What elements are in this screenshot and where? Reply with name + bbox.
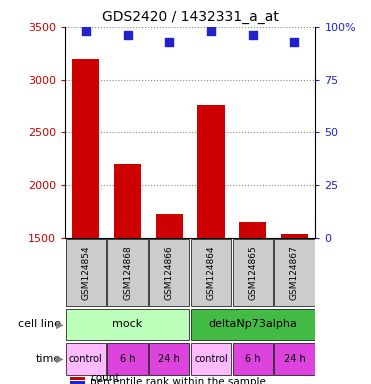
Bar — [275, 343, 315, 375]
Text: deltaNp73alpha: deltaNp73alpha — [208, 319, 297, 329]
Text: control: control — [194, 354, 228, 364]
Bar — [281, 234, 308, 238]
Text: cell line: cell line — [18, 319, 61, 329]
Bar — [149, 343, 189, 375]
Text: 24 h: 24 h — [158, 354, 180, 364]
Bar — [72, 58, 99, 238]
Text: percentile rank within the sample: percentile rank within the sample — [90, 377, 266, 384]
Bar — [66, 240, 106, 306]
Bar — [156, 214, 183, 238]
Bar — [197, 105, 224, 238]
Bar — [108, 343, 148, 375]
Bar — [233, 240, 273, 306]
Point — [292, 39, 298, 45]
Text: count: count — [90, 374, 119, 384]
Text: GSM124866: GSM124866 — [165, 245, 174, 300]
Point — [208, 28, 214, 34]
Text: GSM124868: GSM124868 — [123, 245, 132, 300]
Bar — [275, 240, 315, 306]
Bar — [233, 343, 273, 375]
Bar — [66, 309, 189, 340]
Bar — [191, 343, 231, 375]
Text: time: time — [36, 354, 61, 364]
Text: GSM124864: GSM124864 — [207, 245, 216, 300]
Bar — [191, 240, 231, 306]
Title: GDS2420 / 1432331_a_at: GDS2420 / 1432331_a_at — [102, 10, 279, 25]
Text: GSM124865: GSM124865 — [248, 245, 257, 300]
Bar — [70, 377, 85, 380]
Point — [83, 28, 89, 34]
Bar — [70, 381, 85, 384]
Text: 6 h: 6 h — [120, 354, 135, 364]
Bar — [149, 240, 189, 306]
Text: ▶: ▶ — [56, 354, 63, 364]
Bar — [108, 240, 148, 306]
Text: ▶: ▶ — [56, 319, 63, 329]
Text: control: control — [69, 354, 103, 364]
Text: GSM124867: GSM124867 — [290, 245, 299, 300]
Bar — [114, 164, 141, 238]
Text: 6 h: 6 h — [245, 354, 260, 364]
Text: mock: mock — [112, 319, 143, 329]
Text: GSM124854: GSM124854 — [81, 245, 90, 300]
Point — [166, 39, 172, 45]
Bar — [191, 309, 315, 340]
Bar — [66, 343, 106, 375]
Text: 24 h: 24 h — [283, 354, 305, 364]
Point — [125, 32, 131, 38]
Bar — [239, 222, 266, 238]
Point — [250, 32, 256, 38]
